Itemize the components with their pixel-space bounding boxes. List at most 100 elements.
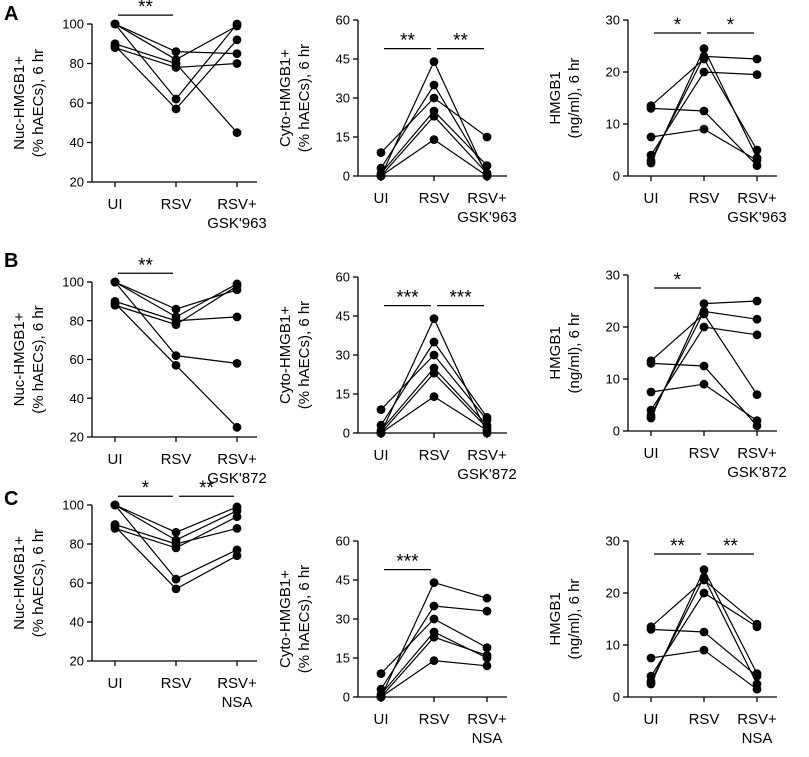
data-point (482, 643, 492, 652)
x-tick-label: GSK'872 (207, 470, 267, 487)
data-point (232, 312, 242, 322)
data-point (482, 132, 492, 142)
data-point (646, 132, 656, 142)
data-point (110, 524, 120, 533)
significance-label: ** (138, 0, 153, 18)
data-point (752, 314, 762, 324)
data-point (429, 368, 439, 378)
x-tick-label: RSV+ (467, 447, 507, 464)
data-point (110, 43, 120, 53)
series-line (650, 649, 758, 690)
x-tick-label: RSV (689, 711, 720, 728)
data-point (429, 57, 439, 66)
data-point (699, 588, 709, 598)
y-tick-label: 20 (606, 586, 620, 601)
data-point (482, 161, 492, 171)
y-tick-label: 30 (336, 348, 350, 363)
y-axis-label: (% hAECs), 6 hr (30, 49, 47, 157)
data-point (232, 128, 242, 138)
significance-label: ** (670, 536, 685, 557)
x-tick-label: RSV+ (467, 190, 507, 207)
y-axis-label: Cyto-HMGB1+ (277, 306, 294, 404)
y-tick-label: 100 (62, 17, 84, 32)
series-line (650, 128, 758, 161)
y-tick-label: 100 (62, 498, 84, 513)
data-point (429, 337, 439, 347)
data-point (232, 524, 242, 533)
data-point (429, 614, 439, 624)
data-point (232, 35, 242, 45)
data-point (699, 627, 709, 637)
series-line (650, 300, 758, 419)
y-tick-label: 15 (336, 387, 350, 402)
x-tick-label: UI (644, 711, 659, 728)
significance-label: * (674, 15, 682, 36)
x-tick-label: RSV (419, 711, 450, 728)
y-tick-label: 80 (70, 56, 84, 71)
x-tick-label: NSA (472, 730, 503, 747)
y-axis-label: Nuc-HMGB1+ (11, 536, 28, 630)
significance-label: ** (453, 31, 468, 52)
data-point (429, 111, 439, 121)
x-tick-label: NSA (742, 730, 773, 747)
data-point (699, 307, 709, 316)
y-tick-label: 0 (613, 424, 620, 439)
data-point (752, 153, 762, 163)
x-tick-label: RSV+ (737, 190, 777, 207)
x-tick-label: RSV+ (217, 196, 257, 213)
y-axis-label: (% hAECs), 6 hr (296, 565, 313, 673)
data-point (429, 350, 439, 360)
chart-b2: 0 15 30 45 60 UI RSV RSV+ GSK'872 Cyto-HMGB1+ (% h… (277, 270, 517, 484)
x-tick-label: UI (108, 451, 123, 468)
significance-label: *** (396, 552, 419, 573)
y-tick-label: 20 (70, 654, 84, 669)
y-tick-label: 20 (70, 430, 84, 445)
data-point (171, 47, 181, 57)
data-point (482, 661, 492, 671)
y-tick-label: 30 (606, 13, 620, 28)
significance-label: ** (400, 31, 415, 52)
data-point (171, 63, 181, 72)
y-axis-label: Nuc-HMGB1+ (11, 56, 28, 150)
x-tick-label: RSV+ (217, 675, 257, 692)
data-point (376, 669, 386, 678)
y-axis-label: (% hAECs), 6 hr (30, 305, 47, 413)
data-point (171, 55, 181, 64)
data-point (171, 543, 181, 553)
data-point (171, 94, 181, 104)
data-point (232, 59, 242, 68)
x-tick-label: RSV (161, 675, 192, 692)
y-tick-label: 60 (70, 96, 84, 111)
data-point (376, 692, 386, 702)
y-tick-label: 40 (70, 391, 84, 406)
data-point (646, 359, 656, 368)
y-tick-label: 60 (70, 352, 84, 367)
significance-label: * (142, 478, 150, 499)
y-axis-label: (ng/ml), 6 hr (566, 313, 583, 394)
y-axis-label: Nuc-HMGB1+ (11, 312, 28, 406)
data-point (232, 279, 242, 289)
y-tick-label: 80 (70, 537, 84, 552)
significance-label: ** (138, 255, 153, 276)
significance-label: ** (199, 478, 214, 499)
y-axis-label: HMGB1 (547, 326, 564, 379)
data-point (482, 593, 492, 603)
y-tick-label: 20 (70, 175, 84, 190)
x-tick-label: RSV (689, 190, 720, 207)
data-point (171, 312, 181, 322)
y-tick-label: 30 (336, 91, 350, 106)
x-tick-label: RSV (161, 451, 192, 468)
data-point (646, 156, 656, 165)
chart-a1: 20 40 60 80 100 UI RSV RSV+ GSK'963 Nuc-HMGB1+ (% … (11, 0, 267, 232)
panel-letter-b: B (4, 250, 18, 272)
chart-a3: 0 10 20 30 UI RSV RSV+ GSK'963 HMGB1 (ng/ml), 6 h… (547, 13, 787, 227)
y-tick-label: 30 (606, 268, 620, 283)
x-tick-label: RSV+ (737, 445, 777, 462)
series-line (380, 636, 488, 698)
x-tick-label: UI (374, 711, 389, 728)
data-point (699, 299, 709, 308)
y-tick-label: 20 (606, 320, 620, 335)
data-point (482, 423, 492, 433)
y-tick-label: 80 (70, 313, 84, 328)
data-point (232, 506, 242, 516)
